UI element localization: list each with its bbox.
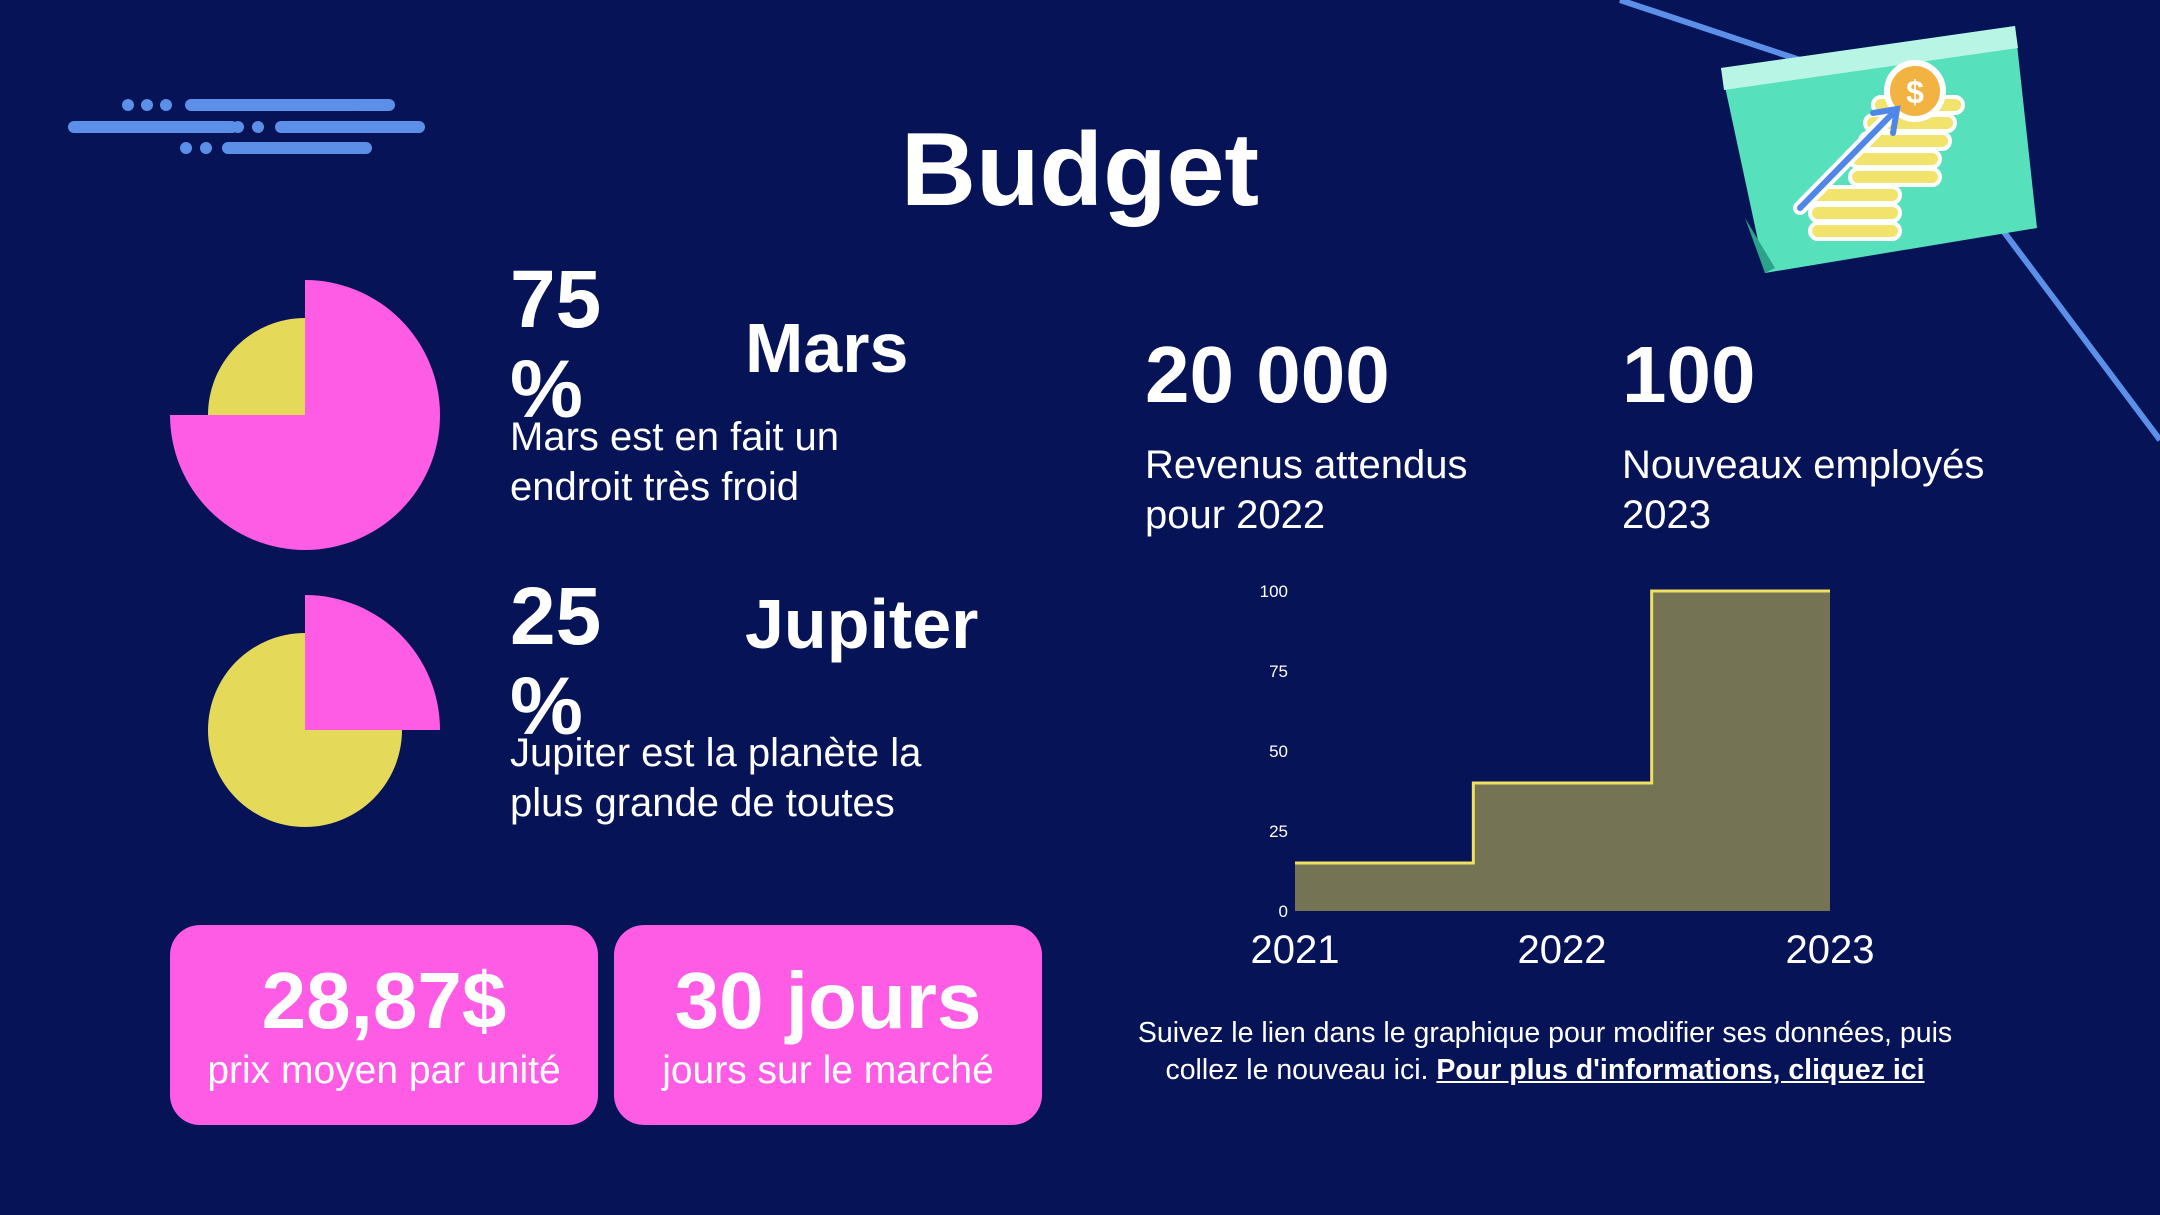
y-tick-label: 75 (1269, 662, 1288, 681)
jupiter-description: Jupiter est la planète la plus grande de… (510, 731, 922, 825)
price-card: 28,87$ prix moyen par unité (170, 925, 598, 1125)
more-info-link[interactable]: Pour plus d'informations, cliquez ici (1436, 1054, 1925, 1086)
days-label: jours sur le marché (662, 1049, 994, 1092)
y-tick-label: 0 (1279, 902, 1288, 921)
svg-text:$: $ (1906, 74, 1924, 110)
jupiter-name: Jupiter (745, 585, 979, 663)
pie-slice-pink (305, 595, 440, 730)
employees-value: 100 (1622, 330, 1756, 419)
mars-description: Mars est en fait un endroit très froid (510, 415, 840, 509)
decorative-line (1619, 0, 2160, 442)
decorative-dashes (68, 99, 425, 154)
page-title: Budget (900, 112, 1260, 228)
chart-note-text: Suivez le lien dans le graphique pour mo… (1137, 1017, 1953, 1086)
pie-chart-jupiter (208, 595, 440, 827)
chart-note: Suivez le lien dans le graphique pour mo… (1100, 1015, 1990, 1089)
pie-slice-pink (170, 280, 440, 550)
x-tick-label: 2021 (1251, 928, 1340, 972)
y-tick-label: 50 (1269, 742, 1288, 761)
money-growth-illustration: $ (1721, 26, 2037, 273)
y-tick-label: 25 (1269, 822, 1288, 841)
mars-percent: 75 % (510, 254, 602, 435)
area-line (1295, 589, 1830, 865)
days-card: 30 jours jours sur le marché (614, 925, 1042, 1125)
revenue-value: 20 000 (1145, 330, 1390, 419)
x-tick-label: 2022 (1518, 928, 1607, 972)
price-label: prix moyen par unité (207, 1049, 561, 1092)
employees-label: Nouveaux employés 2023 (1622, 443, 1985, 537)
y-tick-label: 100 (1260, 582, 1288, 601)
revenue-label: Revenus attendus pour 2022 (1145, 443, 1468, 537)
mars-name: Mars (745, 309, 909, 387)
days-value: 30 jours (674, 956, 982, 1045)
price-value: 28,87$ (261, 956, 507, 1045)
step-area-chart: 0 25 50 75 100 2021 2022 2023 (1251, 582, 1875, 972)
x-tick-label: 2023 (1786, 928, 1875, 972)
area-fill (1295, 591, 1830, 911)
jupiter-percent: 25 % (510, 571, 602, 752)
pie-slice-yellow (208, 318, 305, 415)
pie-chart-mars (170, 280, 440, 550)
